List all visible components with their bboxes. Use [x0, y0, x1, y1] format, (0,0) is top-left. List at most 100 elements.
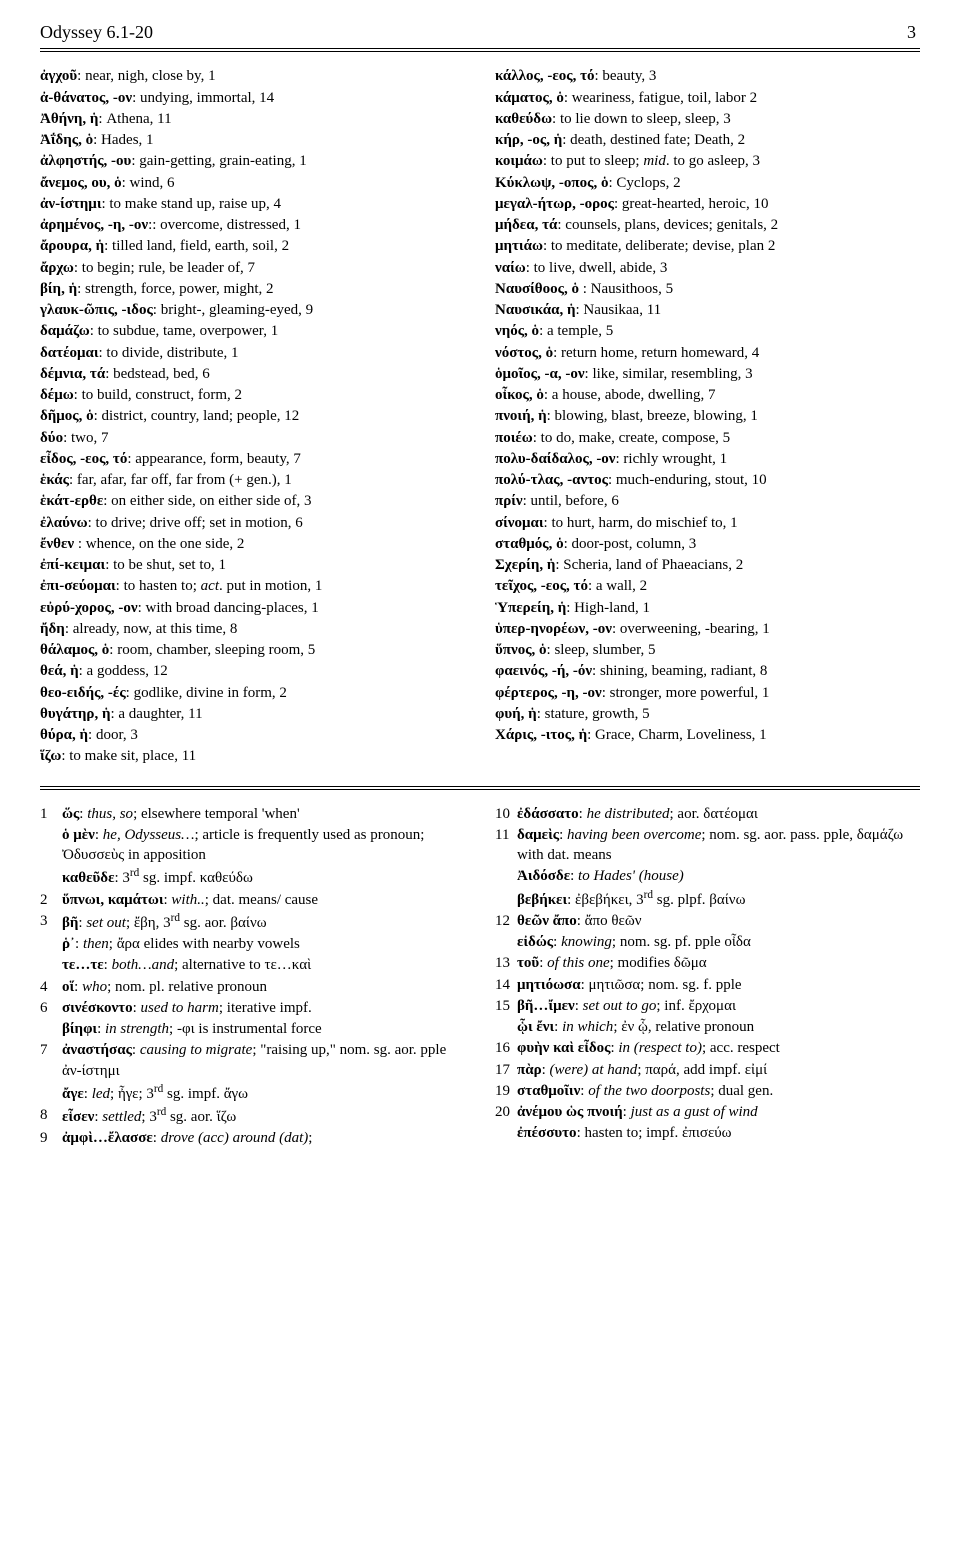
vocab-entry: ἐπι-σεύομαι: to hasten to; act. put in m… — [40, 576, 465, 596]
vocab-entry: ἔνθεν : whence, on the one side, 2 — [40, 534, 465, 554]
note-number: 8 — [40, 1105, 62, 1127]
vocab-entry: ἀγχοῦ: near, nigh, close by, 1 — [40, 66, 465, 86]
note-text: βίηφι: in strength; -φι is instrumental … — [62, 1019, 465, 1039]
notes-right-col: 10ἐδάσσατο: he distributed; aor. δατέομα… — [495, 804, 920, 1150]
note-number — [40, 955, 62, 975]
note-text: βεβήκει: ἐβεβήκει, 3rd sg. plpf. βαίνω — [517, 888, 920, 910]
vocab-entry: δῆμος, ὁ: district, country, land; peopl… — [40, 406, 465, 426]
vocab-entry: πολύ-τλας, -αντος: much-enduring, stout,… — [495, 470, 920, 490]
note-number — [40, 934, 62, 954]
vocab-entry: ἀρημένος, -η, -ον:: overcome, distressed… — [40, 215, 465, 235]
vocab-entry: Κύκλωψ, -οπος, ὁ: Cyclops, 2 — [495, 173, 920, 193]
note-row: 10ἐδάσσατο: he distributed; aor. δατέομα… — [495, 804, 920, 824]
vocab-entry: ἄρουρα, ἡ: tilled land, field, earth, so… — [40, 236, 465, 256]
note-row: ὁ μὲν: he, Odysseus…; article is frequen… — [40, 825, 465, 866]
note-text: δαμεὶς: having been overcome; nom. sg. a… — [517, 825, 920, 866]
vocab-entry: κάματος, ὁ: weariness, fatigue, toil, la… — [495, 88, 920, 108]
vocab-entry: βίη, ἡ: strength, force, power, might, 2 — [40, 279, 465, 299]
note-row: 14μητιόωσα: μητιῶσα; nom. sg. f. pple — [495, 975, 920, 995]
note-text: βῆ: set out; ἔβη, 3rd sg. aor. βαίνω — [62, 911, 465, 933]
page-number: 3 — [907, 20, 916, 44]
note-number — [40, 825, 62, 866]
vocab-entry: θυγάτηρ, ἡ: a daughter, 11 — [40, 704, 465, 724]
note-number: 19 — [495, 1081, 517, 1101]
vocab-entry: θεά, ἡ: a goddess, 12 — [40, 661, 465, 681]
note-number — [495, 866, 517, 886]
notes-columns: 1ὥς: thus, so; elsewhere temporal 'when'… — [40, 804, 920, 1150]
vocab-entry: τεῖχος, -εος, τό: a wall, 2 — [495, 576, 920, 596]
note-number: 7 — [40, 1040, 62, 1081]
vocab-entry: οἶκος, ὁ: a house, abode, dwelling, 7 — [495, 385, 920, 405]
vocab-entry: ἀν-ίστημι: to make stand up, raise up, 4 — [40, 194, 465, 214]
note-row: βεβήκει: ἐβεβήκει, 3rd sg. plpf. βαίνω — [495, 888, 920, 910]
note-text: ὁ μὲν: he, Odysseus…; article is frequen… — [62, 825, 465, 866]
vocab-entry: νηός, ὁ: a temple, 5 — [495, 321, 920, 341]
vocab-entry: θάλαμος, ὁ: room, chamber, sleeping room… — [40, 640, 465, 660]
note-row: 13τοῦ: of this one; modifies δῶμα — [495, 953, 920, 973]
vocab-entry: ποιέω: to do, make, create, compose, 5 — [495, 428, 920, 448]
note-row: 6σινέσκοντο: used to harm; iterative imp… — [40, 998, 465, 1018]
note-row: Ἀιδόσδε: to Hades' (house) — [495, 866, 920, 886]
note-number: 10 — [495, 804, 517, 824]
note-row: βίηφι: in strength; -φι is instrumental … — [40, 1019, 465, 1039]
note-number: 15 — [495, 996, 517, 1016]
note-row: 9ἀμφὶ…ἔλασσε: drove (acc) around (dat); — [40, 1128, 465, 1148]
note-number: 14 — [495, 975, 517, 995]
vocab-entry: κοιμάω: to put to sleep; mid. to go asle… — [495, 151, 920, 171]
note-row: 12θεῶν ἄπο: ἄπο θεῶν — [495, 911, 920, 931]
note-number — [495, 1123, 517, 1143]
note-text: καθεῦδε: 3rd sg. impf. καθεύδω — [62, 866, 465, 888]
note-row: 11δαμεὶς: having been overcome; nom. sg.… — [495, 825, 920, 866]
vocab-entry: ἤδη: already, now, at this time, 8 — [40, 619, 465, 639]
note-text: ἐπέσσυτο: hasten to; impf. ἐπισεύω — [517, 1123, 920, 1143]
vocab-entry: δαμάζω: to subdue, tame, overpower, 1 — [40, 321, 465, 341]
vocab-columns: ἀγχοῦ: near, nigh, close by, 1ἀ-θάνατος,… — [40, 66, 920, 767]
mid-rule-2 — [40, 789, 920, 790]
vocab-entry: εἶδος, -εος, τό: appearance, form, beaut… — [40, 449, 465, 469]
note-text: εἰδώς: knowing; nom. sg. pf. pple οἶδα — [517, 932, 920, 952]
note-text: σταθμοῖιν: of the two doorposts; dual ge… — [517, 1081, 920, 1101]
note-text: βῆ…ἴμεν: set out to go; inf. ἔρχομαι — [517, 996, 920, 1016]
note-text: ἐδάσσατο: he distributed; aor. δατέομαι — [517, 804, 920, 824]
note-text: ἀμφὶ…ἔλασσε: drove (acc) around (dat); — [62, 1128, 465, 1148]
vocab-entry: γλαυκ-ῶπις, -ιδος: bright-, gleaming-eye… — [40, 300, 465, 320]
note-number: 4 — [40, 977, 62, 997]
note-row: 20ἀνέμου ὡς πνοιή: just as a gust of win… — [495, 1102, 920, 1122]
header-rule — [40, 51, 920, 52]
note-row: 3βῆ: set out; ἔβη, 3rd sg. aor. βαίνω — [40, 911, 465, 933]
vocab-entry: εὐρύ-χορος, -ον: with broad dancing-plac… — [40, 598, 465, 618]
note-row: 16φυὴν καὶ εἶδος: in (respect to); acc. … — [495, 1038, 920, 1058]
note-number: 6 — [40, 998, 62, 1018]
note-number — [40, 866, 62, 888]
vocab-entry: θεο-ειδής, -ές: godlike, divine in form,… — [40, 683, 465, 703]
note-number — [495, 1017, 517, 1037]
note-row: τε…τε: both…and; alternative to τε…καὶ — [40, 955, 465, 975]
note-text: ῥ᾽: then; ἄρα elides with nearby vowels — [62, 934, 465, 954]
note-text: σινέσκοντο: used to harm; iterative impf… — [62, 998, 465, 1018]
note-text: ὥς: thus, so; elsewhere temporal 'when' — [62, 804, 465, 824]
note-row: 4οἵ: who; nom. pl. relative pronoun — [40, 977, 465, 997]
mid-rule-1 — [40, 786, 920, 787]
note-number: 3 — [40, 911, 62, 933]
vocab-entry: μητιάω: to meditate, deliberate; devise,… — [495, 236, 920, 256]
notes-left-col: 1ὥς: thus, so; elsewhere temporal 'when'… — [40, 804, 465, 1150]
note-row: 7ἀναστήσας: causing to migrate; "raising… — [40, 1040, 465, 1081]
note-text: πὰρ: (were) at hand; παρά, add impf. εἰμ… — [517, 1060, 920, 1080]
vocab-entry: μήδεα, τά: counsels, plans, devices; gen… — [495, 215, 920, 235]
vocab-entry: νόστος, ὁ: return home, return homeward,… — [495, 343, 920, 363]
vocab-entry: Σχερίη, ἡ: Scheria, land of Phaeacians, … — [495, 555, 920, 575]
note-text: μητιόωσα: μητιῶσα; nom. sg. f. pple — [517, 975, 920, 995]
note-number: 16 — [495, 1038, 517, 1058]
note-text: εἷσεν: settled; 3rd sg. aor. ἵζω — [62, 1105, 465, 1127]
note-row: ῥ᾽: then; ἄρα elides with nearby vowels — [40, 934, 465, 954]
vocab-entry: ὕπνος, ὁ: sleep, slumber, 5 — [495, 640, 920, 660]
vocab-entry: Χάρις, -ιτος, ἡ: Grace, Charm, Lovelines… — [495, 725, 920, 745]
vocab-entry: ὑπερ-ηνορέων, -ον: overweening, -bearing… — [495, 619, 920, 639]
note-row: ἄγε: led; ἦγε; 3rd sg. impf. ἄγω — [40, 1082, 465, 1104]
vocab-left-col: ἀγχοῦ: near, nigh, close by, 1ἀ-θάνατος,… — [40, 66, 465, 767]
vocab-entry: δέμνια, τά: bedstead, bed, 6 — [40, 364, 465, 384]
vocab-entry: φυή, ἡ: stature, growth, 5 — [495, 704, 920, 724]
vocab-entry: κάλλος, -εος, τό: beauty, 3 — [495, 66, 920, 86]
note-text: φυὴν καὶ εἶδος: in (respect to); acc. re… — [517, 1038, 920, 1058]
vocab-entry: ἄρχω: to begin; rule, be leader of, 7 — [40, 258, 465, 278]
